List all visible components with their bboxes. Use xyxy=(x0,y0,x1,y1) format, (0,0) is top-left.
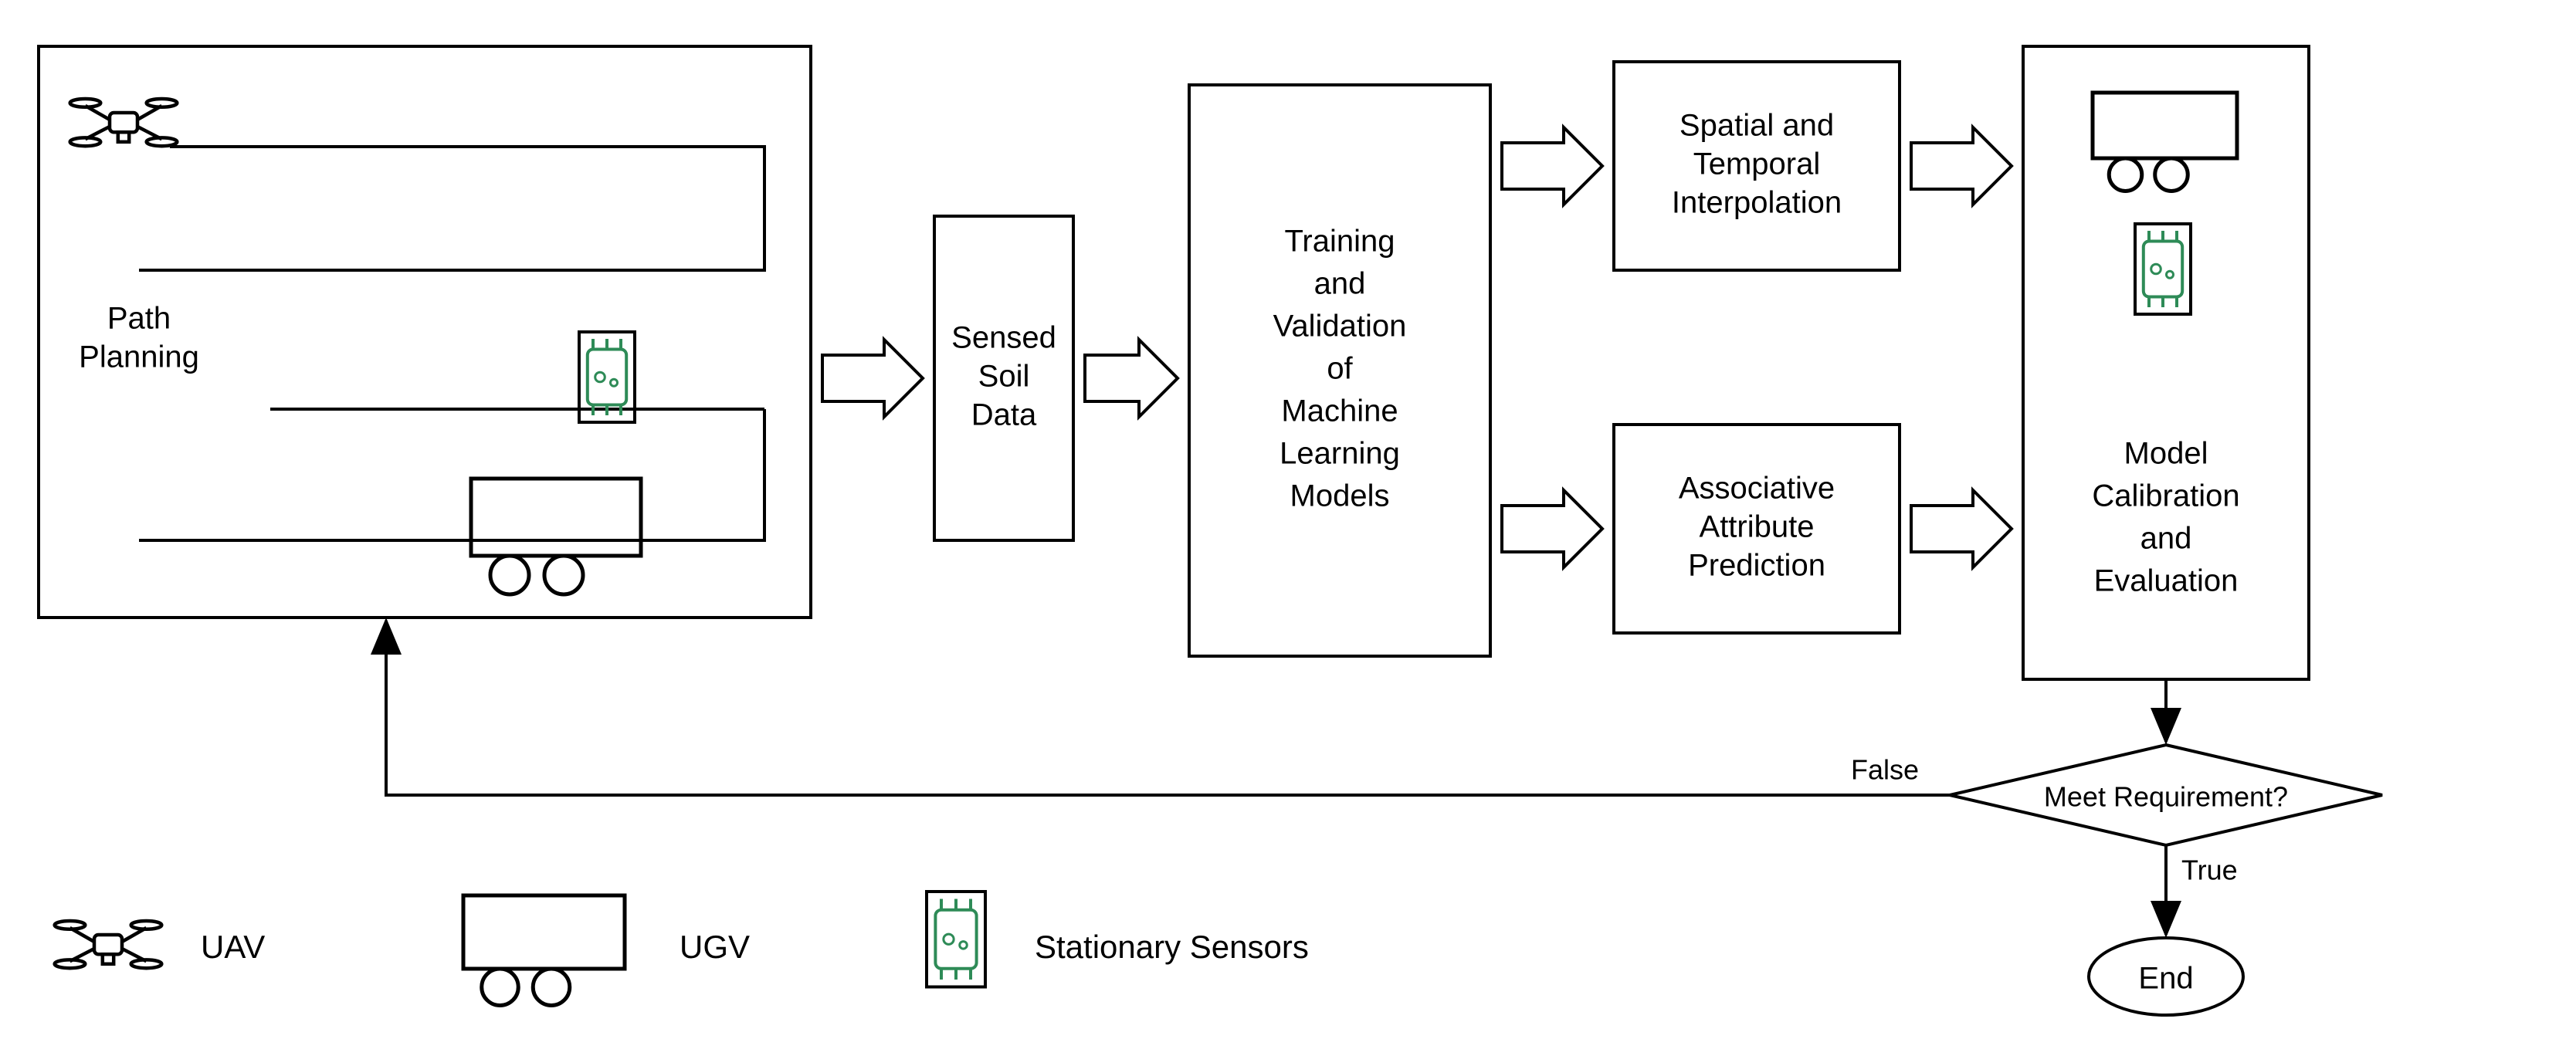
uav-icon xyxy=(70,99,178,146)
svg-text:Planning: Planning xyxy=(79,340,199,374)
node-path-planning: Path Planning xyxy=(39,46,811,618)
svg-text:Models: Models xyxy=(1290,479,1390,513)
flowchart-diagram: Path Planning Sensed Soil Data Training a… xyxy=(0,0,2576,1039)
svg-text:Model: Model xyxy=(2124,437,2208,471)
node-spatial: Spatial and Temporal Interpolation xyxy=(1614,62,1900,270)
arrow-tr-to-as xyxy=(1502,490,1602,567)
svg-text:Training: Training xyxy=(1284,225,1395,259)
svg-text:Stationary Sensors: Stationary Sensors xyxy=(1035,929,1309,965)
svg-text:Meet Requirement?: Meet Requirement? xyxy=(2044,781,2288,813)
arrow-as-to-cal xyxy=(1911,490,2012,567)
legend: UAV UGV Stationary Sensors xyxy=(55,892,1309,1006)
svg-text:Spatial and: Spatial and xyxy=(1679,109,1834,143)
svg-text:Evaluation: Evaluation xyxy=(2094,564,2239,598)
svg-text:UAV: UAV xyxy=(201,929,265,965)
node-end: End xyxy=(2089,938,2243,1015)
svg-text:Attribute: Attribute xyxy=(1700,510,1815,544)
sensor-icon xyxy=(927,892,985,987)
serpentine-path xyxy=(139,147,764,540)
node-sensed-soil: Sensed Soil Data xyxy=(934,216,1073,540)
ugv-icon xyxy=(471,479,641,594)
svg-text:Sensed: Sensed xyxy=(951,321,1056,355)
arrow-pp-to-ss xyxy=(822,340,923,417)
svg-text:False: False xyxy=(1851,754,1919,786)
arrow-decision-true: True xyxy=(2166,845,2238,935)
svg-text:Validation: Validation xyxy=(1273,310,1407,344)
svg-text:Calibration: Calibration xyxy=(2092,479,2239,513)
ugv-icon xyxy=(2093,93,2237,191)
svg-text:and: and xyxy=(1314,267,1366,301)
node-calibration: Model Calibration and Evaluation xyxy=(2023,46,2309,679)
svg-text:True: True xyxy=(2181,855,2238,886)
ugv-icon xyxy=(463,895,625,1006)
svg-text:Data: Data xyxy=(971,398,1037,432)
svg-text:Temporal: Temporal xyxy=(1693,147,1821,181)
svg-text:Machine: Machine xyxy=(1281,394,1398,428)
arrow-sp-to-cal xyxy=(1911,127,2012,205)
node-decision: Meet Requirement? xyxy=(1950,745,2382,845)
svg-text:Learning: Learning xyxy=(1280,437,1400,471)
svg-text:Soil: Soil xyxy=(978,360,1030,394)
arrow-ss-to-tr xyxy=(1085,340,1178,417)
uav-icon xyxy=(55,921,162,968)
svg-text:Prediction: Prediction xyxy=(1688,549,1825,583)
svg-text:Path: Path xyxy=(107,302,171,336)
svg-text:of: of xyxy=(1327,352,1353,386)
node-associative: Associative Attribute Prediction xyxy=(1614,425,1900,633)
svg-text:Associative: Associative xyxy=(1679,472,1835,506)
node-training: Training and Validation of Machine Learning Mo… xyxy=(1189,85,1490,656)
svg-text:and: and xyxy=(2140,522,2192,556)
svg-text:End: End xyxy=(2138,962,2193,996)
arrow-tr-to-sp xyxy=(1502,127,1602,205)
svg-text:Interpolation: Interpolation xyxy=(1672,186,1842,220)
svg-text:UGV: UGV xyxy=(680,929,750,965)
arrow-decision-false: False xyxy=(386,621,1950,795)
sensor-icon xyxy=(2135,224,2191,314)
